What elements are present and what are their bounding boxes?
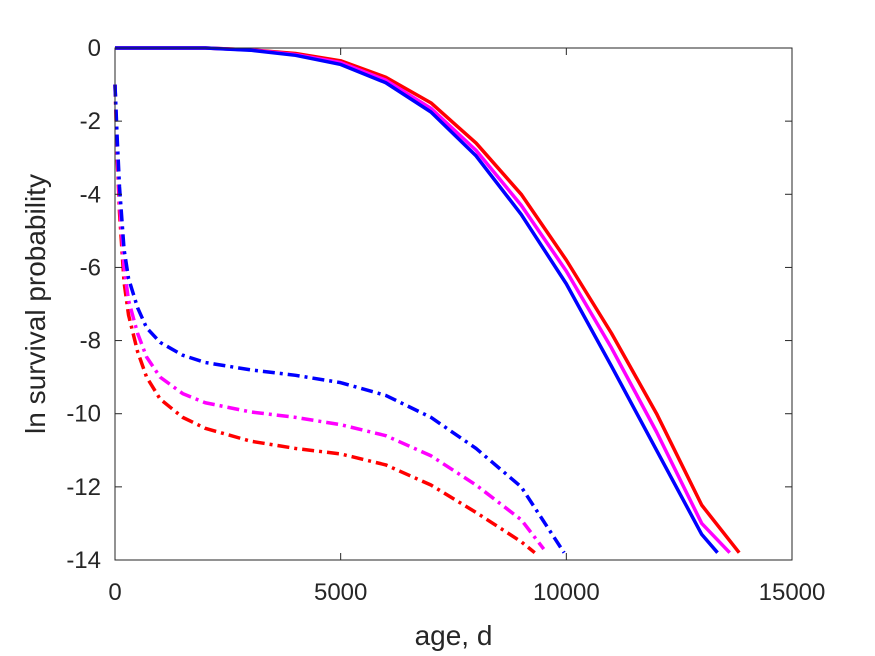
tick-layer: 0 5000 10000 15000 0 -2 -4 -6 -8 -10 -12 -14 (66, 35, 825, 606)
y-tick-label: 0 (88, 35, 101, 62)
x-tick-label: 5000 (314, 579, 367, 606)
y-tick-label: -4 (80, 181, 101, 208)
y-tick-label: -2 (80, 108, 101, 135)
y-tick-label: -6 (80, 254, 101, 281)
plot-frame (114, 47, 793, 561)
x-tick-label: 10000 (533, 579, 600, 606)
x-tick-label: 0 (108, 579, 121, 606)
y-tick-label: -8 (80, 328, 101, 355)
x-tick-label: 15000 (759, 579, 826, 606)
y-tick-label: -12 (66, 474, 101, 501)
y-tick-label: -14 (66, 547, 101, 574)
series-line-4 (113, 84, 546, 551)
y-axis-label: ln survival probability (20, 174, 51, 434)
y-tick-label: -10 (66, 401, 101, 428)
series-layer (113, 46, 741, 555)
series-line-2 (115, 46, 719, 554)
x-axis-label: age, d (415, 620, 493, 651)
series-line-5 (113, 84, 566, 554)
